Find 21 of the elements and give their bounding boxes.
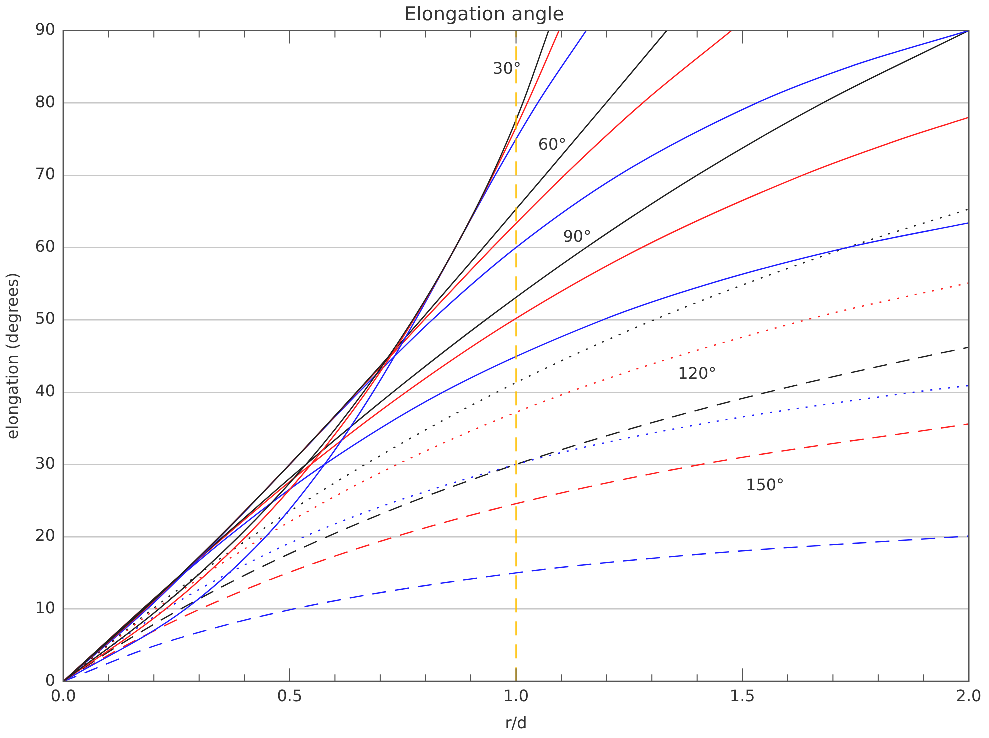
y-tick-label: 10: [35, 598, 56, 618]
y-tick-label: 30: [35, 454, 56, 473]
x-axis-title: r/d: [505, 714, 528, 733]
annotation: 90°: [563, 226, 592, 246]
x-tick-label: 1.5: [730, 686, 756, 706]
y-tick-label: 90: [35, 20, 56, 39]
annotation: 120°: [678, 364, 717, 384]
y-tick-label: 70: [35, 164, 56, 184]
x-tick-label: 1.0: [504, 686, 530, 706]
y-tick-label: 40: [35, 382, 56, 401]
annotation: 60°: [538, 135, 567, 154]
chart-title: Elongation angle: [404, 3, 564, 26]
y-axis-title: elongation (degrees): [2, 272, 22, 440]
annotation: 150°: [746, 476, 785, 495]
x-tick-label: 0.5: [277, 686, 303, 706]
x-tick-label: 2.0: [956, 686, 982, 706]
y-tick-label: 20: [35, 526, 56, 546]
y-tick-label: 80: [35, 92, 56, 112]
annotation: 30°: [493, 59, 522, 78]
y-tick-label: 60: [35, 236, 56, 256]
y-tick-label: 50: [35, 309, 56, 328]
